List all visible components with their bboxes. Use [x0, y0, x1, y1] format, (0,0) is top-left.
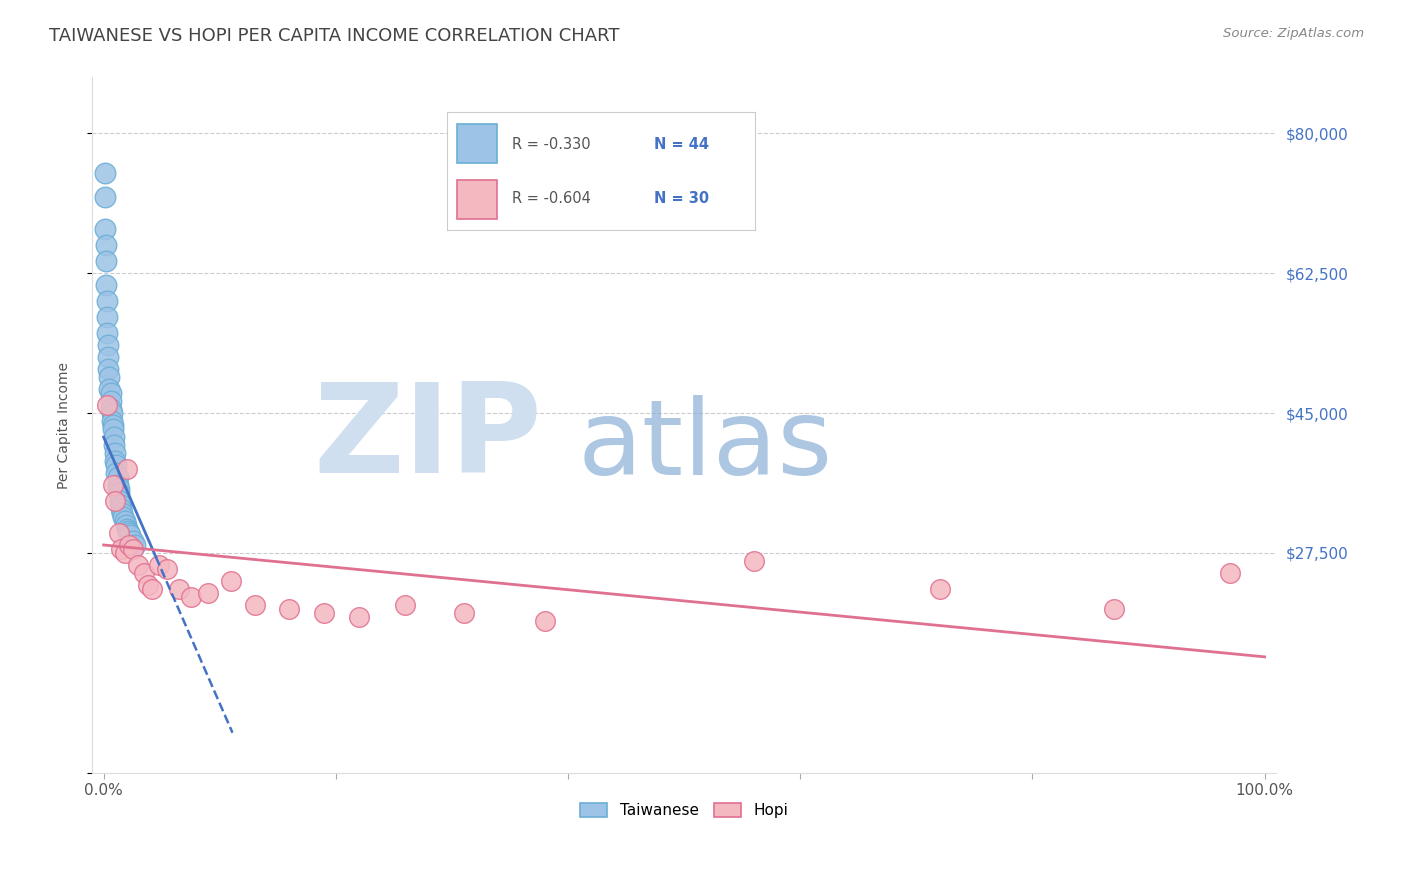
Point: [110, 502, 132, 516]
Text: ZIP: ZIP: [314, 378, 541, 500]
Point: [114, 546, 136, 560]
Point: [107, 482, 129, 496]
Point: [98, 370, 121, 384]
Point: [115, 522, 138, 536]
Point: [928, 582, 950, 596]
Point: [104, 454, 127, 468]
Point: [94, 254, 117, 268]
Point: [121, 541, 143, 556]
Point: [148, 558, 170, 572]
Point: [394, 598, 416, 612]
Point: [453, 606, 475, 620]
Point: [96, 294, 118, 309]
Point: [121, 533, 143, 548]
Point: [100, 406, 122, 420]
Point: [1102, 602, 1125, 616]
Point: [94, 166, 117, 180]
Point: [110, 498, 132, 512]
Point: [180, 590, 202, 604]
Point: [118, 538, 141, 552]
Point: [118, 526, 141, 541]
Point: [105, 466, 128, 480]
Point: [100, 386, 122, 401]
Point: [197, 586, 219, 600]
Legend: Taiwanese, Hopi: Taiwanese, Hopi: [574, 797, 794, 824]
Point: [278, 602, 301, 616]
Point: [94, 238, 117, 252]
Point: [97, 338, 120, 352]
Point: [117, 524, 139, 539]
Point: [101, 478, 124, 492]
Point: [120, 527, 142, 541]
Point: [107, 486, 129, 500]
Point: [141, 582, 163, 596]
Point: [96, 310, 118, 325]
Point: [97, 362, 120, 376]
Point: [104, 494, 127, 508]
Point: [104, 446, 127, 460]
Text: TAIWANESE VS HOPI PER CAPITA INCOME CORRELATION CHART: TAIWANESE VS HOPI PER CAPITA INCOME CORR…: [49, 27, 620, 45]
Point: [96, 326, 118, 341]
Point: [533, 614, 555, 628]
Point: [101, 418, 124, 433]
Point: [112, 510, 135, 524]
Point: [243, 598, 266, 612]
Text: Source: ZipAtlas.com: Source: ZipAtlas.com: [1223, 27, 1364, 40]
Text: atlas: atlas: [578, 395, 832, 497]
Point: [103, 430, 125, 444]
Point: [103, 438, 125, 452]
Point: [97, 350, 120, 364]
Point: [314, 606, 336, 620]
Point: [136, 578, 159, 592]
Point: [124, 538, 146, 552]
Point: [107, 478, 129, 492]
Point: [114, 514, 136, 528]
Point: [115, 462, 138, 476]
Point: [96, 398, 118, 412]
Point: [94, 190, 117, 204]
Point: [101, 422, 124, 436]
Point: [114, 518, 136, 533]
Point: [94, 222, 117, 236]
Point: [100, 414, 122, 428]
Y-axis label: Per Capita Income: Per Capita Income: [58, 361, 72, 489]
Point: [110, 541, 132, 556]
Point: [94, 278, 117, 293]
Point: [1219, 566, 1241, 580]
Point: [156, 562, 179, 576]
Point: [127, 558, 149, 572]
Point: [111, 506, 134, 520]
Point: [107, 470, 129, 484]
Point: [100, 402, 122, 417]
Point: [107, 526, 129, 541]
Point: [742, 554, 765, 568]
Point: [98, 382, 121, 396]
Point: [167, 582, 190, 596]
Point: [100, 394, 122, 409]
Point: [134, 566, 156, 580]
Point: [105, 458, 128, 472]
Point: [108, 494, 131, 508]
Point: [347, 610, 370, 624]
Point: [221, 574, 243, 588]
